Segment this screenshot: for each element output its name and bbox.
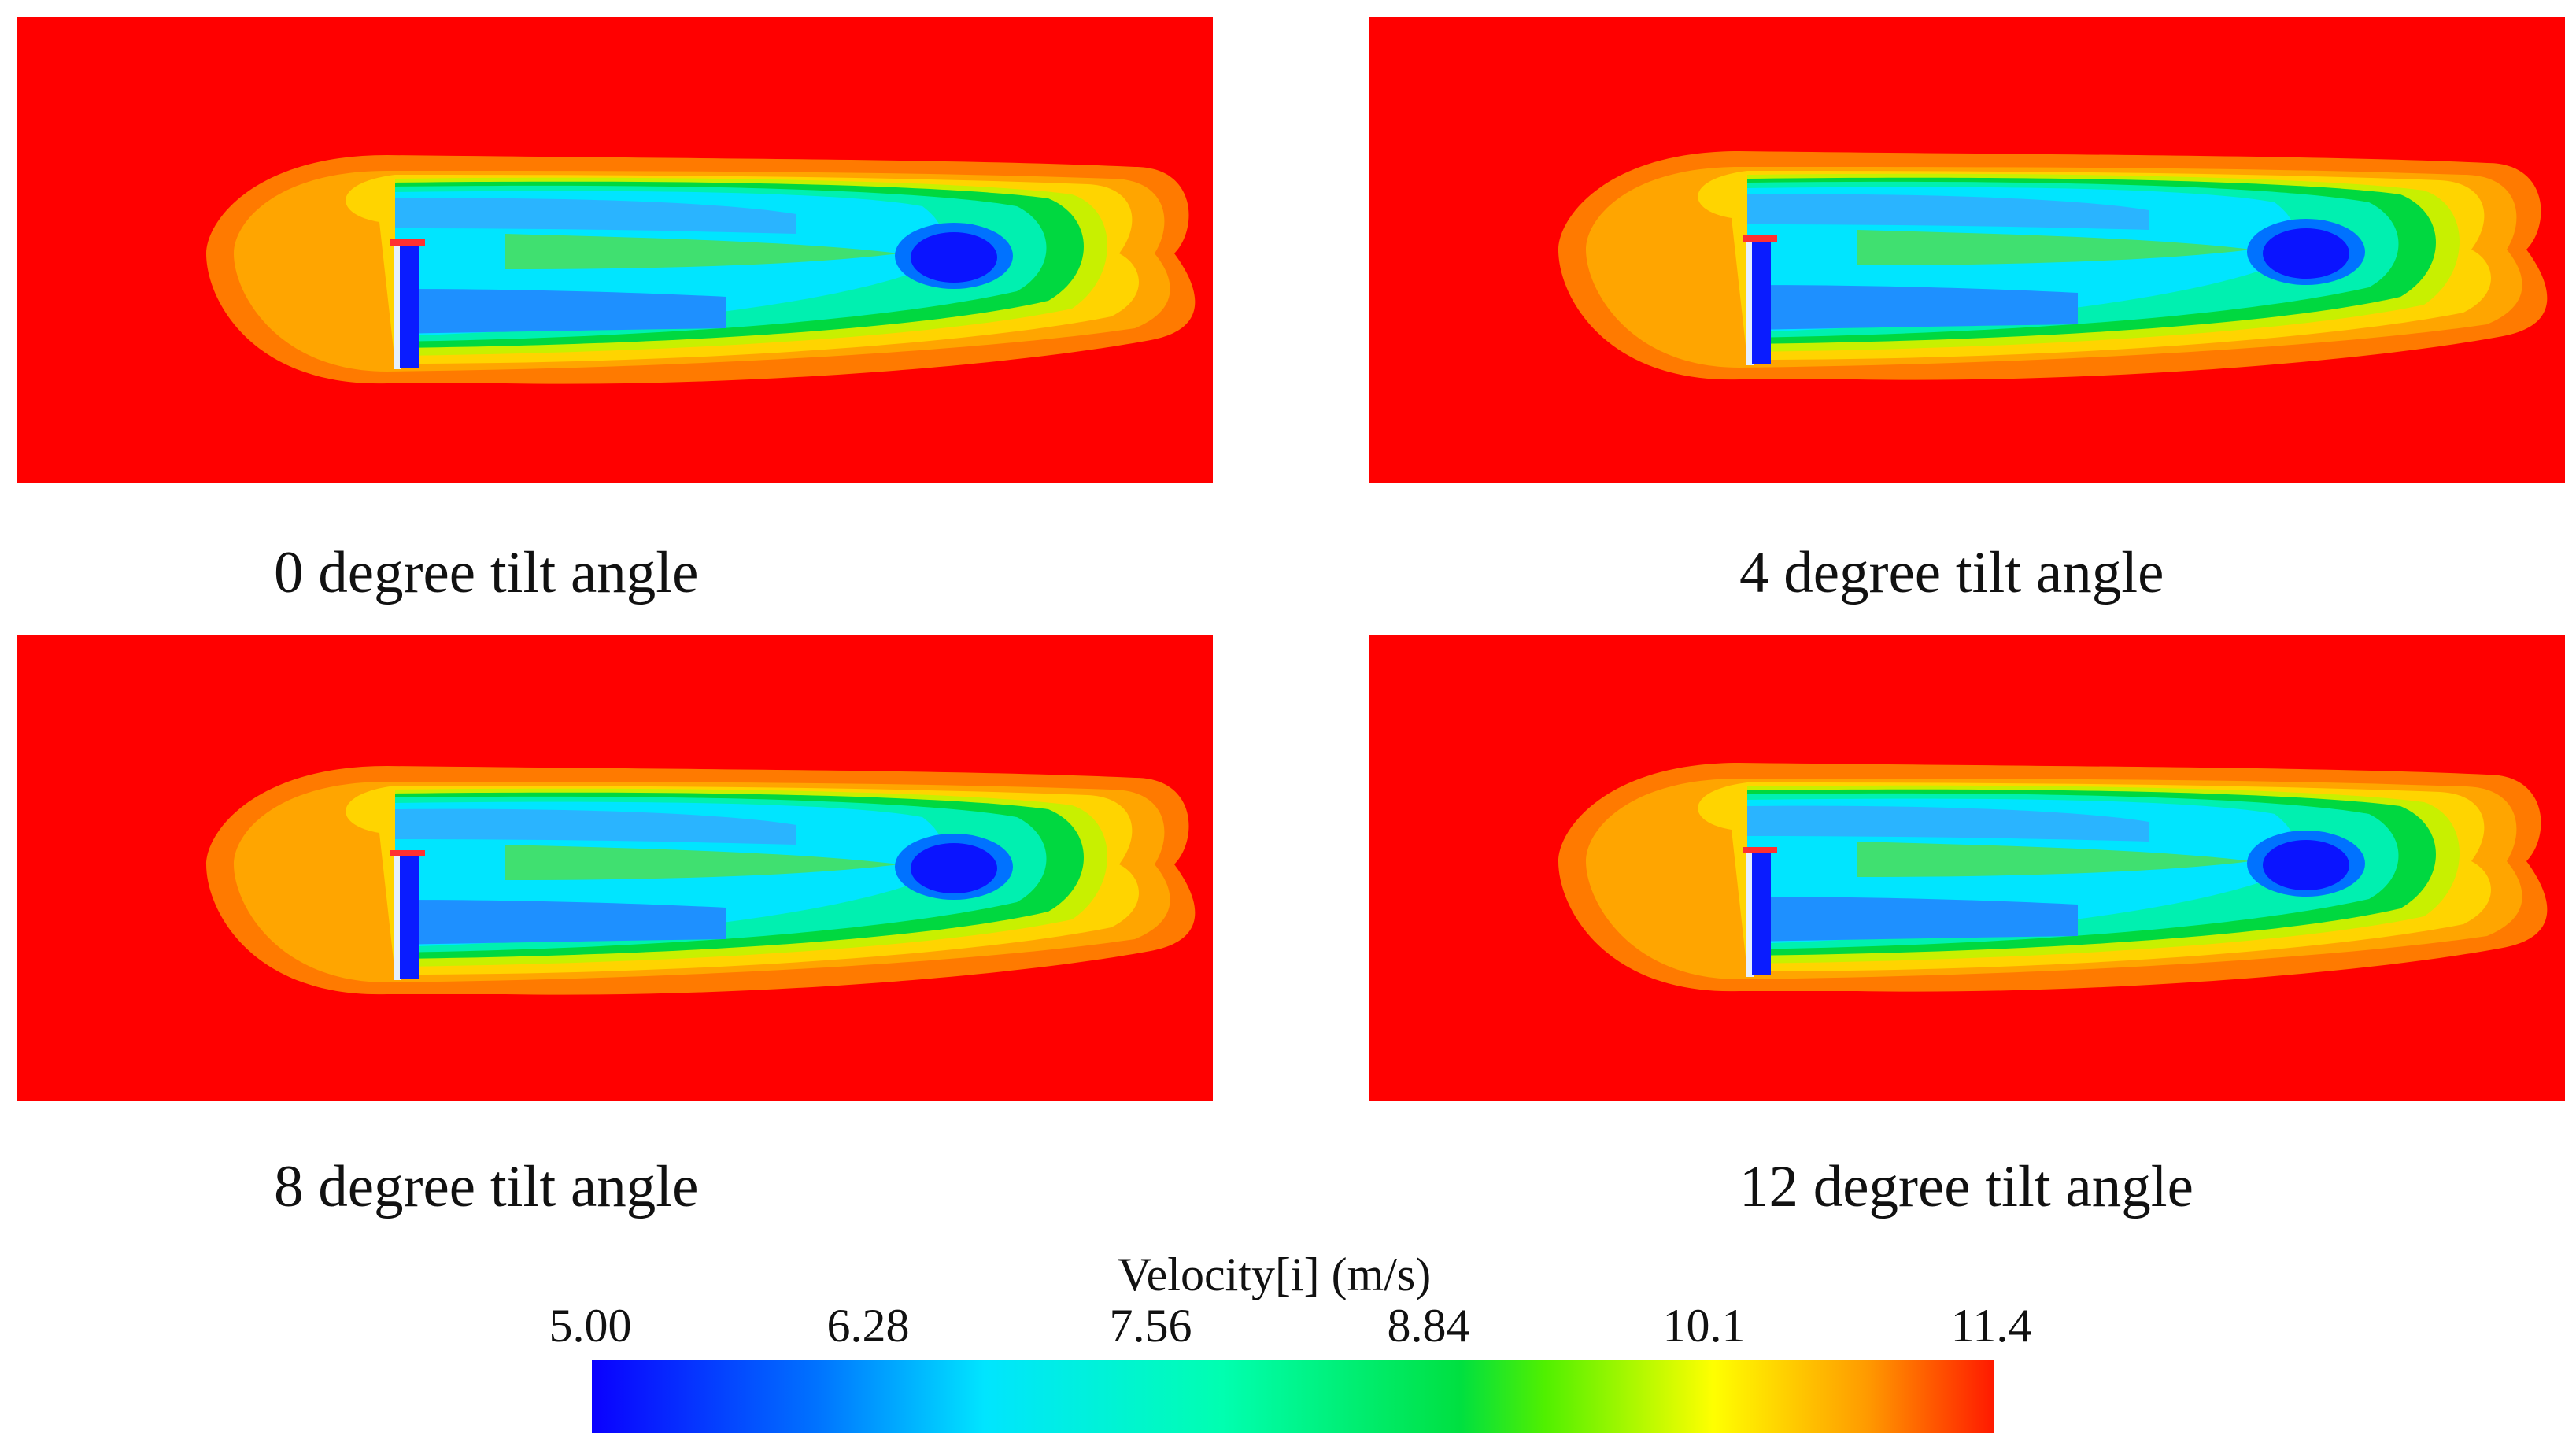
- legend-tick: 6.28: [826, 1300, 910, 1352]
- panel-caption-4deg: 4 degree tilt angle: [1739, 540, 2164, 605]
- panel-caption-8deg: 8 degree tilt angle: [274, 1154, 699, 1219]
- velocity-contour-panel-12deg: [1369, 635, 2565, 1101]
- velocity-contour-panel-0deg: [17, 17, 1213, 483]
- legend-tick: 8.84: [1387, 1300, 1470, 1352]
- legend-tick: 5.00: [549, 1300, 632, 1352]
- velocity-contour-panel-8deg: [17, 635, 1213, 1101]
- legend-tick: 7.56: [1109, 1300, 1192, 1352]
- legend-title: Velocity[i] (m/s): [1118, 1249, 1432, 1300]
- panel-caption-0deg: 0 degree tilt angle: [274, 540, 699, 605]
- legend-tick: 11.4: [1950, 1300, 2032, 1352]
- velocity-colorbar: [592, 1360, 1994, 1433]
- legend-tick: 10.1: [1662, 1300, 1746, 1352]
- panel-caption-12deg: 12 degree tilt angle: [1739, 1154, 2193, 1219]
- velocity-contour-panel-4deg: [1369, 17, 2565, 483]
